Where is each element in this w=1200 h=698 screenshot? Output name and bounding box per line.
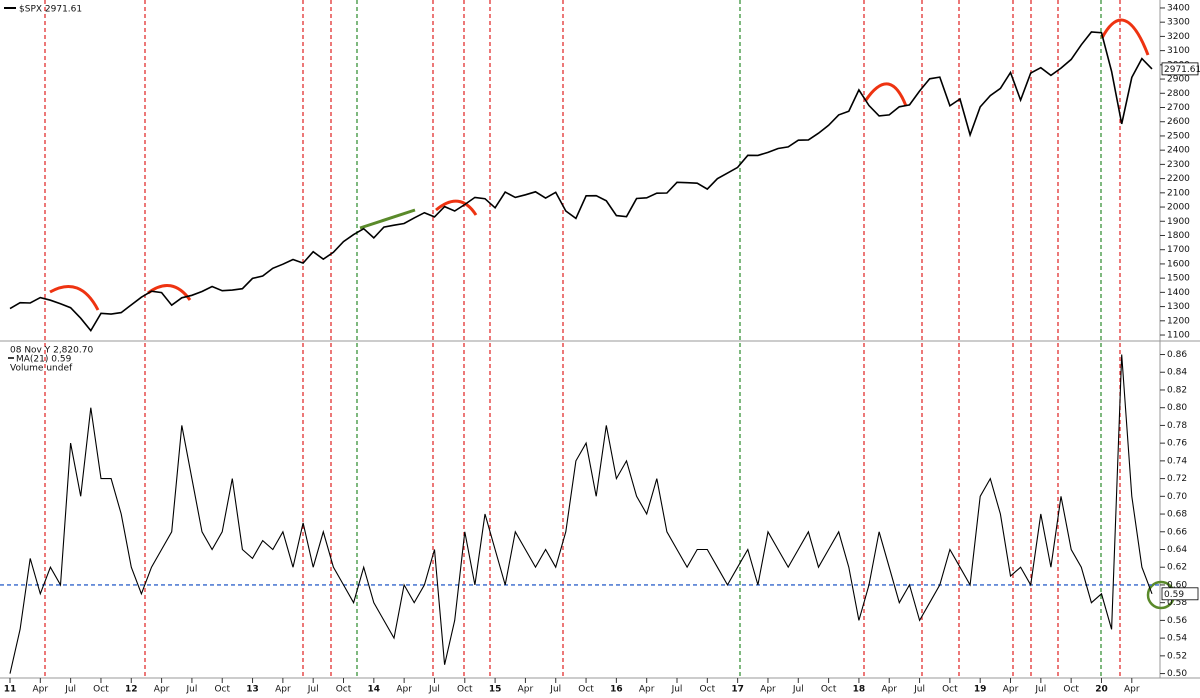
- y-tick-label: 0.58: [1167, 598, 1187, 608]
- x-tick-label: 17: [731, 685, 744, 695]
- arrow: [359, 208, 416, 230]
- x-tick-label: Apr: [1003, 685, 1019, 695]
- y-tick-label: 0.60: [1167, 580, 1187, 590]
- y-tick-label: 0.56: [1167, 616, 1187, 626]
- y-tick-label: 3400: [1167, 3, 1190, 13]
- x-tick-label: Apr: [639, 685, 655, 695]
- y-tick-label: 0.54: [1167, 634, 1187, 644]
- y-tick-label: 2500: [1167, 131, 1190, 141]
- x-tick-label: Apr: [275, 685, 291, 695]
- arrow: [435, 199, 478, 216]
- header-line: 08 Nov Y 2,820.70: [10, 346, 93, 356]
- y-tick-label: 0.82: [1167, 385, 1187, 395]
- x-tick-label: 20: [1095, 685, 1108, 695]
- x-tick-label: Oct: [1063, 685, 1079, 695]
- x-tick-label: Oct: [93, 685, 109, 695]
- y-tick-label: 0.78: [1167, 421, 1187, 431]
- x-tick-label: 13: [246, 685, 259, 695]
- last-value-box: [1161, 587, 1199, 601]
- y-tick-label: 2800: [1167, 89, 1190, 99]
- y-tick-label: 2400: [1167, 146, 1190, 156]
- x-tick-label: 16: [610, 685, 623, 695]
- x-tick-label: Jul: [64, 685, 76, 695]
- y-tick-label: 0.80: [1167, 403, 1187, 413]
- last-value-label: 2971.61: [1164, 65, 1200, 75]
- x-tick-label: Jul: [1034, 685, 1046, 695]
- x-tick-label: Oct: [578, 685, 594, 695]
- x-tick-label: Jul: [792, 685, 804, 695]
- arrow: [1100, 18, 1150, 56]
- annotation-arrows: [49, 18, 1150, 311]
- y-tick-label: 0.72: [1167, 474, 1187, 484]
- x-tick-label: Apr: [154, 685, 170, 695]
- x-tick-label: Jul: [185, 685, 197, 695]
- y-tick-label: 2200: [1167, 174, 1190, 184]
- x-tick-label: Oct: [942, 685, 958, 695]
- y-tick-label: 0.86: [1167, 350, 1187, 360]
- x-tick-label: Apr: [396, 685, 412, 695]
- y-tick-label: 0.76: [1167, 439, 1187, 449]
- y-tick-label: 1300: [1167, 302, 1190, 312]
- y-tick-label: 0.74: [1167, 456, 1187, 466]
- y-tick-label: 3100: [1167, 46, 1190, 56]
- x-tick-label: Jul: [549, 685, 561, 695]
- last-value-label: 0.59: [1164, 590, 1184, 600]
- y-tick-label: 2100: [1167, 188, 1190, 198]
- x-tick-label: Apr: [33, 685, 49, 695]
- y-tick-label: 2300: [1167, 160, 1190, 170]
- y-tick-label: 2600: [1167, 117, 1190, 127]
- legend-entry: MA(21) 0.59: [16, 355, 72, 365]
- signal-lines: [44, 0, 1121, 678]
- arrow: [864, 82, 908, 107]
- x-tick-label: Apr: [518, 685, 534, 695]
- x-tick-label: Apr: [760, 685, 776, 695]
- x-tick-label: Jul: [428, 685, 440, 695]
- y-tick-label: 0.52: [1167, 651, 1187, 661]
- header-line: Volume undef: [10, 364, 73, 374]
- x-tick-label: 18: [853, 685, 866, 695]
- x-tick-label: Apr: [881, 685, 897, 695]
- y-tick-label: 2000: [1167, 203, 1190, 213]
- x-tick-label: 14: [368, 685, 381, 695]
- series-line: [9, 31, 1153, 332]
- x-tick-label: Oct: [457, 685, 473, 695]
- x-tick-label: 19: [974, 685, 987, 695]
- x-tick-label: Oct: [821, 685, 837, 695]
- y-tick-label: 3300: [1167, 18, 1190, 28]
- y-tick-label: 1900: [1167, 217, 1190, 227]
- y-tick-label: 0.66: [1167, 527, 1187, 537]
- y-tick-label: 2700: [1167, 103, 1190, 113]
- y-tick-label: 0.70: [1167, 492, 1187, 502]
- y-tick-label: 1500: [1167, 274, 1190, 284]
- y-tick-label: 1400: [1167, 288, 1190, 298]
- x-tick-label: 15: [489, 685, 502, 695]
- y-tick-label: 1700: [1167, 245, 1190, 255]
- y-tick-label: 0.62: [1167, 563, 1187, 573]
- y-tick-label: 1600: [1167, 259, 1190, 269]
- y-tick-label: 3200: [1167, 32, 1190, 42]
- x-tick-label: 12: [125, 685, 138, 695]
- x-tick-label: Oct: [336, 685, 352, 695]
- y-tick-label: 1200: [1167, 316, 1190, 326]
- y-tick-label: 0.64: [1167, 545, 1187, 555]
- y-tick-label: 2900: [1167, 75, 1190, 85]
- series-line: [9, 354, 1153, 674]
- x-tick-label: Oct: [700, 685, 716, 695]
- x-tick-label: 11: [4, 685, 17, 695]
- x-tick-label: Oct: [214, 685, 230, 695]
- y-tick-label: 0.68: [1167, 510, 1187, 520]
- y-tick-label: 1800: [1167, 231, 1190, 241]
- arrow: [49, 284, 100, 311]
- x-tick-label: Apr: [1124, 685, 1140, 695]
- x-tick-label: Jul: [671, 685, 683, 695]
- y-tick-label: 1100: [1167, 331, 1190, 341]
- x-tick-label: Jul: [913, 685, 925, 695]
- last-value-box: [1161, 62, 1199, 76]
- y-tick-label: 0.84: [1167, 368, 1187, 378]
- y-tick-label: 0.50: [1167, 669, 1187, 679]
- x-tick-label: Jul: [307, 685, 319, 695]
- legend-entry: $SPX 2971.61: [19, 5, 82, 15]
